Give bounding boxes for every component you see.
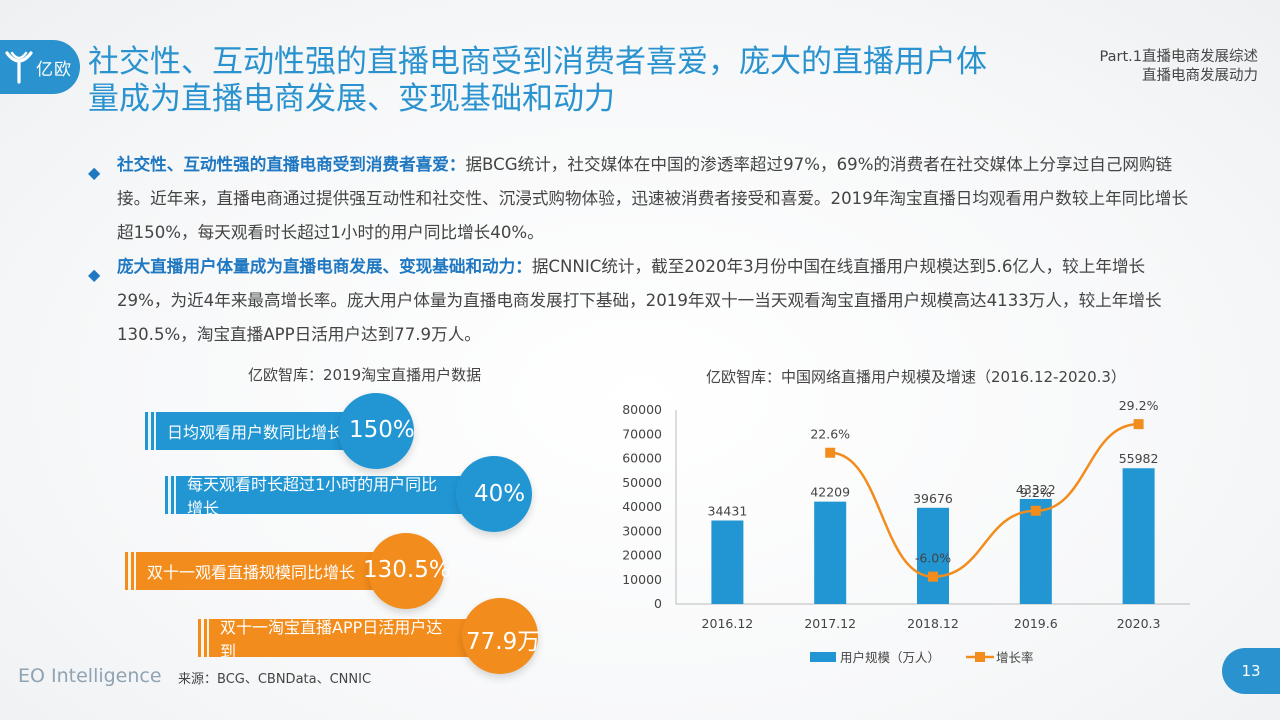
y-tick-label: 0 [654,596,662,611]
bullet-lead: 庞大直播用户体量成为直播电商发展、变现基础和动力： [117,257,532,276]
bullet-text: 据CNNIC统计，截至2020年3月份中国在线直播用户规模达到5.6亿人，较上年… [117,257,1162,344]
growth-rate-point [1133,419,1144,430]
stat-item: 双十一淘宝直播APP日活用户达到 [198,618,488,661]
stat-value: 150% [349,417,415,443]
logo-badge: 亿欧 [0,40,80,94]
growth-rate-label: 22.6% [810,427,850,442]
stat-bar: 每天观看时长超过1小时的用户同比增长 [165,475,490,518]
bullet-text: 据BCG统计，社交媒体在中国的渗透率超过97%，69%的消费者在社交媒体上分享过… [117,155,1189,242]
stat-bar: 双十一淘宝直播APP日活用户达到 [198,618,488,661]
x-tick-label: 2016.12 [702,616,754,631]
bar [1122,468,1155,604]
y-tick-label: 40000 [622,499,662,514]
legend-bar-swatch [810,652,836,662]
y-tick-label: 30000 [622,523,662,538]
bar-value-label: 34431 [708,504,748,519]
stat-label: 双十一淘宝直播APP日活用户达到 [220,618,443,661]
x-tick-label: 2018.12 [907,616,959,631]
x-tick-label: 2019.6 [1014,616,1058,631]
y-tick-label: 70000 [622,426,662,441]
y-tick-label: 20000 [622,548,662,563]
growth-rate-label: -6.0% [915,551,951,566]
section-part: Part.1直播电商发展综述 [1099,49,1258,65]
diamond-bullet-icon: ◆ [88,163,101,182]
y-tick-label: 50000 [622,475,662,490]
growth-rate-point [1030,505,1041,516]
bar [814,501,847,604]
x-tick-label: 2020.3 [1117,616,1161,631]
growth-rate-line [830,422,1139,578]
bullet-item: ◆ 庞大直播用户体量成为直播电商发展、变现基础和动力：据CNNIC统计，截至202… [88,250,1198,352]
y-tick-label: 80000 [622,402,662,417]
bar-value-label: 42209 [810,485,850,500]
growth-rate-point [928,571,938,582]
bar [917,507,949,604]
y-tick-label: 60000 [622,451,662,466]
stat-circle [368,533,444,609]
yiou-logo-icon [5,51,33,84]
x-tick-label: 2017.12 [804,616,856,631]
page-number: 13 [1222,648,1280,694]
user-scale-chart: 0 10000 20000 30000 40000 50000 60000 70000 8000… [622,398,1190,665]
legend-line-label: 增长率 [996,650,1034,665]
bullet-item: ◆ 社交性、互动性强的直播电商受到消费者喜爱：据BCG统计，社交媒体在中国的渗透率… [88,148,1198,250]
bar-value-label: 39676 [913,491,953,506]
stat-value: 130.5% [363,557,451,583]
stat-label: 日均观看用户数同比增长 [167,423,344,442]
bar-value-label: 43322 [1016,482,1056,497]
stat-circle [456,456,532,532]
stat-label: 双十一观看直播规模同比增长 [147,563,356,582]
stat-item: 双十一观看直播规模同比增长 [125,552,395,590]
stat-circle [338,393,414,469]
chart-title: 亿欧智库：中国网络直播用户规模及增速（2016.12-2020.3） [706,368,1126,386]
bar [711,520,744,604]
growth-rate-label: 29.2% [1119,398,1159,413]
stat-bar: 双十一观看直播规模同比增长 [125,552,395,590]
stat-item: 每天观看时长超过1小时的用户同比增长 [165,475,490,518]
bar [1019,498,1052,604]
infographic-title: 亿欧智库：2019淘宝直播用户数据 [248,366,482,384]
footer-source: 来源：BCG、CBNData、CNNIC [178,672,372,687]
bullet-lead: 社交性、互动性强的直播电商受到消费者喜爱： [117,155,466,174]
stat-circle [462,598,538,674]
bar-value-label: 55982 [1119,451,1159,466]
footer-brand: EO Intelligence [18,665,162,687]
stat-label: 每天观看时长超过1小时的用户同比增长 [187,475,438,518]
section-label: Part.1直播电商发展综述 直播电商发展动力 [1100,48,1258,86]
section-subtitle: 直播电商发展动力 [1142,68,1258,84]
page-title: 社交性、互动性强的直播电商受到消费者喜爱，庞大的直播用户体量成为直播电商发展、变… [88,44,987,117]
growth-rate-label: 9.2% [1020,485,1052,500]
stat-value: 77.9万 [466,629,541,655]
growth-rate-point [825,447,836,458]
legend-bar-label: 用户规模（万人） [840,650,940,665]
legend-line-marker [975,652,985,662]
stat-value: 40% [474,481,526,507]
logo-text: 亿欧 [36,59,72,80]
bullet-list: ◆ 社交性、互动性强的直播电商受到消费者喜爱：据BCG统计，社交媒体在中国的渗透率… [88,148,1198,352]
diamond-bullet-icon: ◆ [88,265,101,284]
y-tick-label: 10000 [622,572,662,587]
